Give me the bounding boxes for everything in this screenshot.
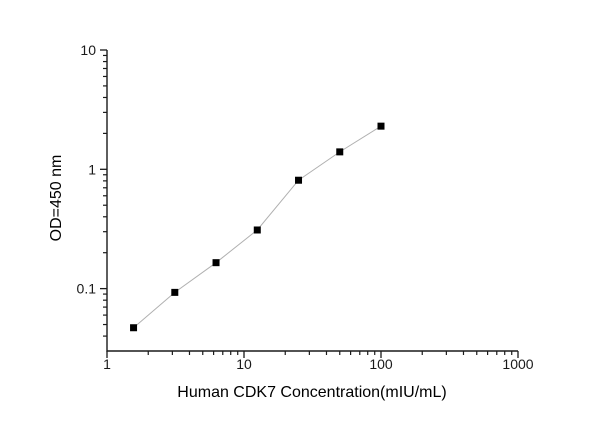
x-tick-label: 1000 [502,356,533,372]
y-axis-title: OD=450 nm [48,155,65,242]
y-tick-label: 10 [80,42,96,58]
y-tick-label: 0.1 [77,281,97,297]
series-layer [130,122,385,332]
axes-layer [106,50,518,352]
x-tick-label: 100 [369,356,393,372]
data-point-marker [130,324,138,332]
axis-spine [106,50,518,352]
data-point-marker [295,176,303,184]
data-point-marker [253,226,261,234]
x-tick-label: 1 [103,356,111,372]
y-tick-label: 1 [88,161,96,177]
data-point-marker [336,148,344,156]
data-point-marker [171,288,179,296]
x-axis-title: Human CDK7 Concentration(mIU/mL) [177,384,446,401]
x-tick-label: 10 [236,356,252,372]
tick-marks-layer [100,49,519,358]
tick-labels-layer: 1 10 100 1000 0.1 1 10 [77,42,534,372]
data-point-marker [212,259,220,267]
data-point-marker [377,122,385,130]
